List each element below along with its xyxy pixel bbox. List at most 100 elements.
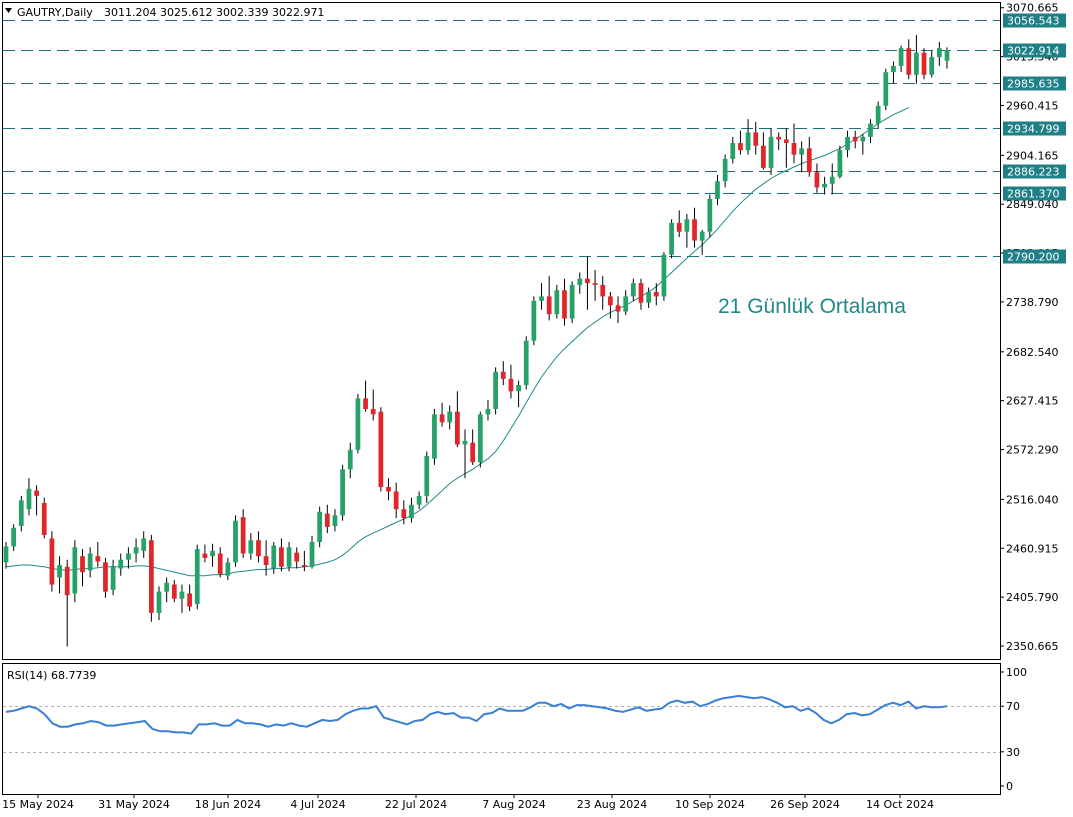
candle-down: [202, 553, 208, 558]
candle-up: [929, 57, 935, 75]
candle-up: [87, 553, 93, 571]
candle-up: [126, 553, 131, 560]
rsi-label: RSI(14) 68.7739: [7, 669, 96, 682]
candle-up: [829, 176, 835, 184]
y-tick-label: 2460.915: [1006, 542, 1059, 555]
level-label: 2985.635: [1007, 78, 1060, 91]
candle-up: [936, 48, 942, 58]
candle-down: [500, 371, 506, 379]
y-tick-label: 2960.415: [1006, 99, 1059, 112]
candle-down: [34, 490, 39, 496]
candle-down: [608, 296, 613, 306]
candle-down: [439, 414, 445, 423]
candle-up: [26, 488, 32, 510]
candle-down: [386, 487, 391, 492]
candle-up: [531, 300, 537, 341]
candle-up: [340, 469, 345, 516]
candle-up: [914, 52, 919, 75]
candle-down: [64, 566, 70, 596]
candle-down: [852, 136, 858, 142]
candle-down: [301, 565, 307, 567]
rsi-y-tick-label: 0: [1006, 780, 1013, 793]
candle-up: [332, 515, 338, 527]
candle-up: [745, 132, 751, 151]
candle-up: [715, 181, 720, 199]
y-tick-label: 2405.790: [1006, 591, 1059, 604]
level-label-bg: [1003, 249, 1066, 264]
candle-up: [493, 371, 498, 410]
candle-down: [217, 553, 223, 574]
candle-down: [148, 540, 154, 613]
candle-up: [569, 284, 575, 319]
candle-down: [546, 296, 552, 315]
moving-average-line: [5, 107, 909, 577]
candle-down: [378, 411, 384, 488]
candle-up: [554, 290, 560, 315]
level-label: 2861.370: [1007, 188, 1060, 201]
candle-down: [806, 148, 812, 173]
candle-up: [944, 49, 950, 61]
y-tick-label: 2682.540: [1006, 346, 1059, 359]
candle-down: [256, 540, 261, 557]
ma-annotation: 21 Günlük Ortalama: [718, 295, 906, 318]
candle-up: [845, 136, 850, 151]
level-label: 2790.200: [1007, 251, 1060, 264]
candle-up: [891, 65, 896, 73]
candle-down: [761, 145, 766, 168]
y-tick-label: 2572.290: [1006, 444, 1059, 457]
candle-up: [898, 48, 904, 66]
level-label-bg: [1003, 13, 1066, 28]
candle-up: [630, 283, 636, 297]
candle-up: [210, 550, 215, 557]
candle-up: [271, 545, 277, 569]
candle-down: [585, 278, 590, 284]
candle-up: [860, 136, 866, 142]
candle-up: [722, 159, 728, 182]
candle-up: [409, 504, 414, 519]
candle-up: [416, 495, 422, 505]
collapse-triangle-icon[interactable]: [5, 8, 12, 13]
candle-up: [133, 547, 139, 554]
candle-down: [187, 593, 192, 607]
candle-up: [837, 150, 843, 177]
x-tick-label: 18 Jun 2024: [195, 798, 261, 811]
candle-up: [883, 72, 889, 106]
candle-up: [233, 520, 238, 563]
candle-down: [791, 143, 797, 155]
y-tick-label: 3070.665: [1006, 2, 1059, 15]
candle-up: [577, 278, 583, 285]
candle-down: [80, 556, 85, 573]
candle-down: [470, 442, 476, 463]
candle-up: [868, 123, 873, 137]
candle-up: [768, 136, 774, 168]
candle-up: [347, 449, 353, 470]
candle-down: [508, 378, 514, 392]
level-label: 2934.799: [1007, 123, 1060, 136]
candle-down: [171, 584, 177, 599]
candle-up: [447, 411, 453, 423]
candle-down: [776, 136, 782, 140]
candle-up: [355, 398, 361, 450]
level-label-bg: [1003, 43, 1066, 58]
x-tick-label: 14 Oct 2024: [866, 798, 934, 811]
candle-down: [783, 139, 789, 144]
y-tick-label: 2738.790: [1006, 296, 1059, 309]
candle-up: [516, 385, 521, 392]
price-panel-frame: [2, 2, 1001, 660]
candle-down: [814, 172, 820, 188]
candle-up: [286, 547, 292, 567]
candle-up: [179, 591, 185, 599]
candle-up: [477, 414, 483, 463]
y-tick-label: 2516.040: [1006, 493, 1059, 506]
x-tick-label: 4 Jul 2024: [290, 798, 345, 811]
candle-up: [539, 296, 544, 301]
candle-up: [156, 591, 162, 613]
x-tick-label: 15 May 2024: [2, 798, 74, 811]
candle-down: [393, 491, 399, 510]
level-label: 2886.223: [1007, 166, 1060, 179]
candle-up: [72, 547, 78, 594]
x-tick-label: 31 May 2024: [98, 798, 170, 811]
candle-up: [707, 198, 713, 232]
